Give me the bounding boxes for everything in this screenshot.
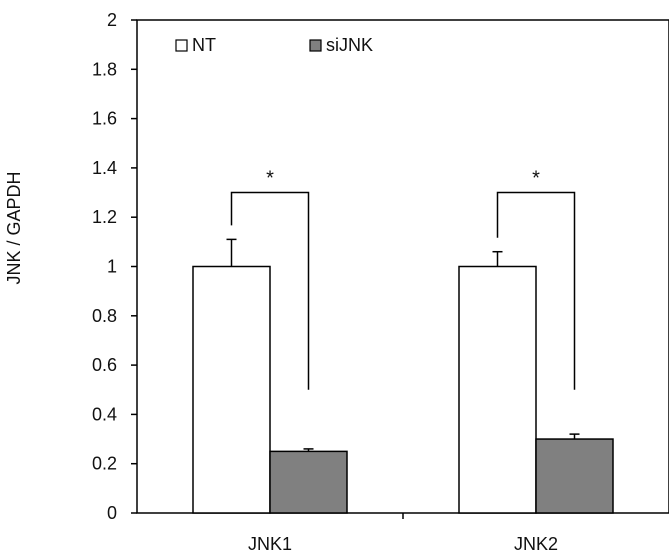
legend-label: NT	[192, 35, 216, 55]
legend-label: siJNK	[326, 35, 373, 55]
y-tick-label: 1.6	[92, 109, 117, 129]
significance-label: *	[532, 168, 540, 190]
bar	[192, 265, 271, 514]
y-tick-label: 1.2	[92, 207, 117, 227]
y-tick-label: 1	[107, 257, 117, 277]
legend-swatch	[309, 39, 322, 52]
x-tick-label: JNK1	[248, 534, 292, 554]
legend-swatch	[175, 39, 188, 52]
significance-label: *	[266, 168, 274, 190]
y-tick-label: 0.6	[92, 355, 117, 375]
bar	[535, 438, 614, 514]
y-tick-label: 2	[107, 10, 117, 30]
y-tick-label: 0.4	[92, 404, 117, 424]
y-tick-label: 0.8	[92, 306, 117, 326]
bar	[458, 265, 537, 514]
x-tick-label: JNK2	[514, 534, 558, 554]
y-tick-label: 1.4	[92, 158, 117, 178]
y-tick-label: 1.8	[92, 59, 117, 79]
y-tick-label: 0	[107, 503, 117, 523]
significance-bracket	[230, 191, 310, 390]
y-tick-label: 0.2	[92, 454, 117, 474]
plot-area: 0 0.2 0.4 0.6 0.8 1 1.2 1.4 1.6 1.8 2 JNK1 JNK2 * * NT s…	[92, 10, 669, 554]
significance-bracket	[496, 191, 576, 390]
bar	[269, 450, 348, 514]
y-axis-label: JNK / GAPDH	[4, 171, 24, 284]
